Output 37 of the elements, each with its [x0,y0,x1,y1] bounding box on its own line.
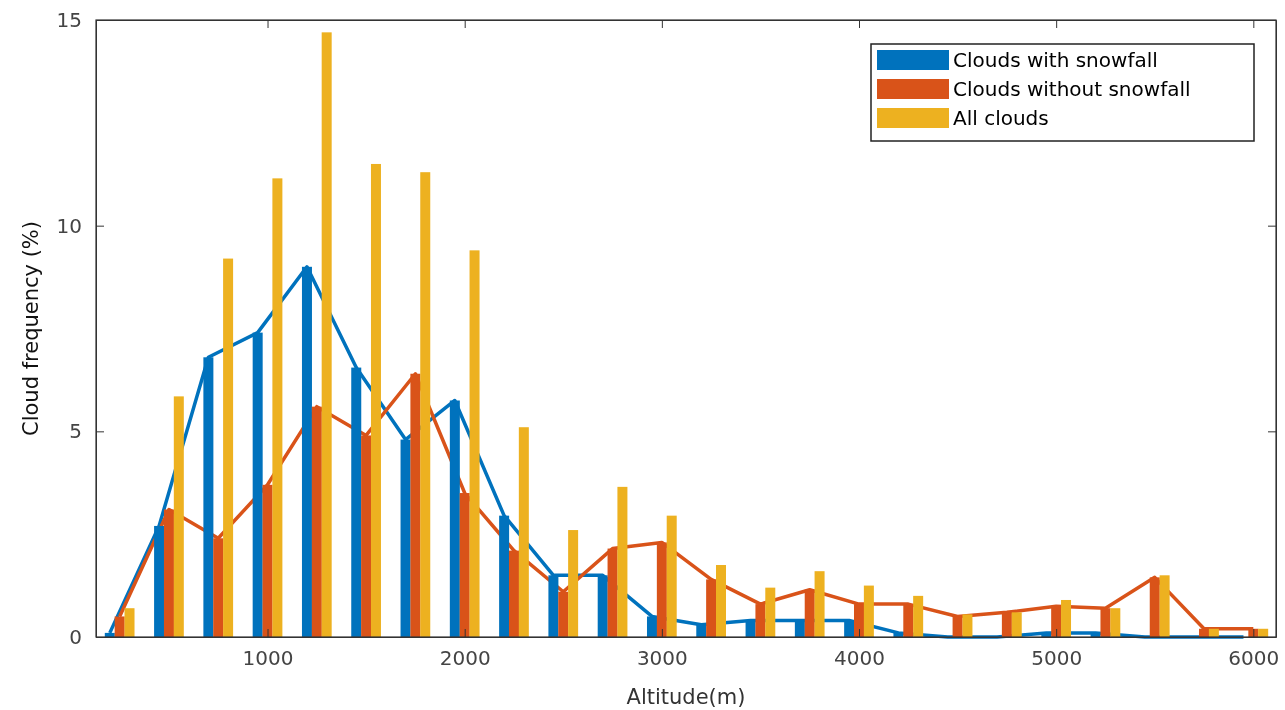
bar [321,32,332,637]
bar [272,178,283,637]
bar [1061,599,1072,637]
bar [863,585,874,637]
bar [469,250,480,637]
legend-label: Clouds with snowfall [953,48,1158,72]
x-tick-label: 6000 [1228,646,1280,671]
y-axis-title: Cloud frequency (%) [19,220,43,437]
bar [1011,612,1022,637]
bar [124,608,135,637]
y-tick-label: 0 [69,624,82,649]
x-tick-label: 2000 [439,646,491,671]
bar [518,427,529,637]
bar [420,172,431,637]
bar [814,571,825,637]
bar [666,515,677,637]
x-tick-label: 4000 [834,646,885,671]
x-tick-label: 3000 [636,646,688,671]
bar [1159,575,1170,637]
bar [1110,608,1121,637]
bar [765,587,776,637]
legend-label: All clouds [953,106,1049,130]
bar [962,614,973,637]
y-tick-label: 15 [56,7,82,32]
bar [617,486,628,637]
x-tick-label: 1000 [242,646,294,671]
bar [173,396,184,637]
bar [568,530,579,637]
y-tick-label: 10 [56,213,82,238]
y-tick-label: 5 [69,419,82,444]
bar [716,565,726,637]
x-tick-label: 5000 [1031,646,1083,671]
legend-label: Clouds without snowfall [953,77,1191,101]
x-axis-title: Altitude(m) [626,685,746,709]
bar [370,163,381,637]
bar [223,258,234,637]
bar [913,595,924,637]
